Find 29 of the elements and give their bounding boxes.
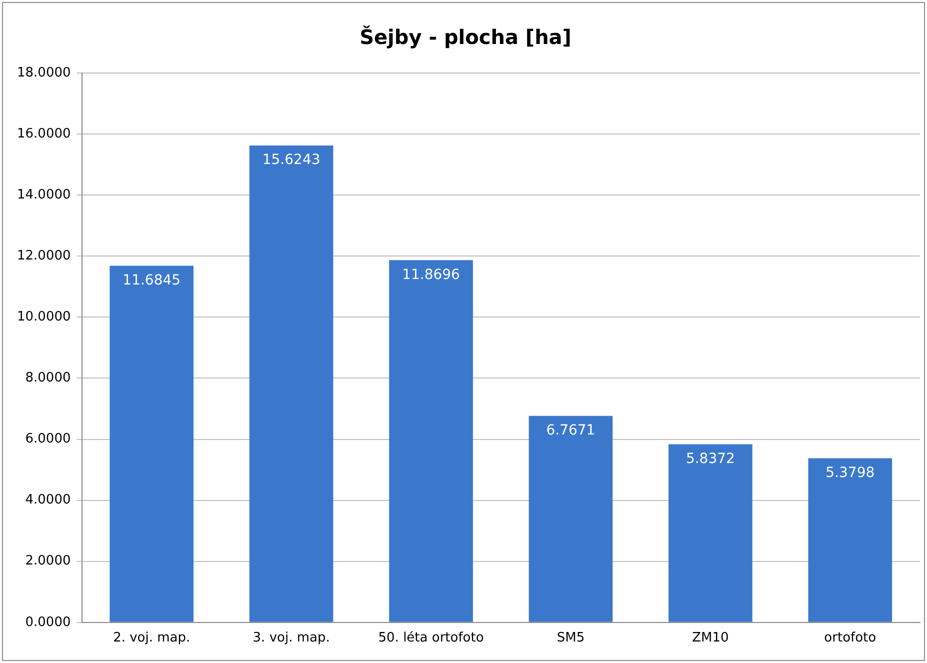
x-tick-label: 2. voj. map. bbox=[113, 630, 190, 646]
bar bbox=[808, 458, 892, 622]
x-tick-label: ZM10 bbox=[692, 630, 729, 646]
x-tick-label: 50. léta ortofoto bbox=[378, 630, 484, 646]
y-tick-label: 16.0000 bbox=[16, 126, 71, 142]
data-label: 6.7671 bbox=[546, 422, 596, 438]
y-tick-label: 10.0000 bbox=[16, 310, 71, 325]
data-label: 11.6845 bbox=[122, 272, 181, 288]
bar bbox=[528, 416, 613, 622]
y-tick-label: 6.0000 bbox=[25, 432, 71, 447]
y-tick-label: 18.0000 bbox=[16, 65, 71, 80]
chart-title: Šejby - plocha [ha] bbox=[360, 25, 572, 50]
data-label: 5.3798 bbox=[826, 464, 875, 481]
bar bbox=[249, 146, 334, 622]
y-tick-label: 12.0000 bbox=[16, 248, 71, 264]
data-label: 15.6243 bbox=[262, 152, 320, 168]
data-label: 11.8696 bbox=[402, 266, 460, 283]
bar bbox=[110, 266, 194, 622]
y-tick-label: 4.0000 bbox=[25, 492, 71, 508]
y-tick-label: 0.0000 bbox=[25, 614, 71, 630]
y-tick-label: 2.0000 bbox=[25, 554, 71, 569]
x-tick-label: 3. voj. map. bbox=[252, 630, 330, 646]
data-label: 5.8372 bbox=[686, 450, 735, 467]
x-tick-label: SM5 bbox=[556, 630, 585, 646]
x-tick-label: ortofoto bbox=[824, 630, 876, 646]
y-tick-label: 8.0000 bbox=[25, 370, 71, 386]
y-tick-label: 14.0000 bbox=[16, 187, 71, 202]
bar bbox=[668, 444, 752, 622]
bar bbox=[389, 260, 473, 622]
